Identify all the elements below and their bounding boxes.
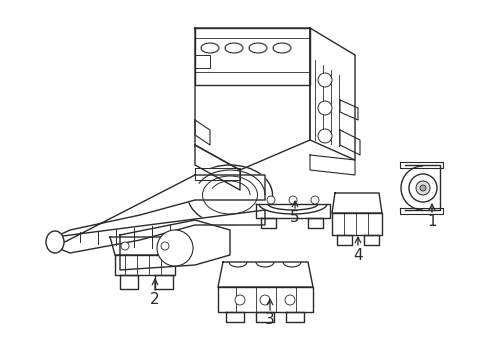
Polygon shape: [195, 120, 209, 145]
Text: 5: 5: [289, 211, 299, 225]
Polygon shape: [195, 28, 309, 85]
Text: 4: 4: [352, 248, 362, 262]
Ellipse shape: [201, 43, 219, 53]
Polygon shape: [120, 220, 229, 270]
Polygon shape: [195, 168, 240, 180]
Polygon shape: [309, 28, 354, 160]
Polygon shape: [309, 155, 354, 175]
Text: 3: 3: [264, 312, 274, 328]
Circle shape: [317, 129, 331, 143]
Polygon shape: [55, 175, 264, 253]
Polygon shape: [256, 312, 273, 322]
Circle shape: [408, 174, 436, 202]
Circle shape: [121, 242, 129, 250]
Polygon shape: [195, 28, 309, 170]
Circle shape: [317, 73, 331, 87]
Polygon shape: [336, 235, 351, 245]
Polygon shape: [218, 262, 312, 287]
Ellipse shape: [272, 43, 290, 53]
Ellipse shape: [46, 231, 64, 253]
Circle shape: [310, 196, 318, 204]
Polygon shape: [218, 287, 312, 312]
Circle shape: [157, 230, 193, 266]
Circle shape: [415, 181, 429, 195]
Polygon shape: [399, 162, 442, 168]
Polygon shape: [110, 237, 180, 255]
Circle shape: [260, 295, 269, 305]
Polygon shape: [261, 218, 275, 228]
Circle shape: [235, 295, 244, 305]
Polygon shape: [399, 208, 442, 214]
Polygon shape: [285, 312, 304, 322]
Circle shape: [317, 101, 331, 115]
Polygon shape: [331, 213, 381, 235]
Polygon shape: [225, 312, 244, 322]
Polygon shape: [115, 255, 175, 275]
Text: 2: 2: [150, 292, 160, 307]
Circle shape: [266, 196, 274, 204]
Ellipse shape: [224, 43, 243, 53]
Ellipse shape: [248, 43, 266, 53]
Polygon shape: [339, 130, 359, 155]
Polygon shape: [195, 55, 209, 68]
Text: 1: 1: [427, 215, 436, 230]
Polygon shape: [120, 275, 138, 289]
Polygon shape: [404, 165, 439, 210]
Polygon shape: [256, 204, 329, 218]
Circle shape: [419, 185, 425, 191]
Polygon shape: [339, 100, 357, 120]
Polygon shape: [363, 235, 378, 245]
Circle shape: [50, 237, 60, 247]
Polygon shape: [155, 275, 173, 289]
Ellipse shape: [187, 165, 272, 225]
Circle shape: [285, 295, 294, 305]
Polygon shape: [195, 145, 240, 190]
Circle shape: [288, 196, 296, 204]
Circle shape: [161, 242, 169, 250]
Polygon shape: [331, 193, 381, 213]
Polygon shape: [307, 218, 323, 228]
